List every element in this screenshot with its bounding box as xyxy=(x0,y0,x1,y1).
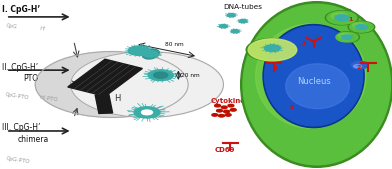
Text: III. CpG-H’: III. CpG-H’ xyxy=(2,123,40,132)
Ellipse shape xyxy=(286,64,349,109)
Circle shape xyxy=(128,46,150,55)
Text: PTO: PTO xyxy=(24,74,39,83)
Circle shape xyxy=(216,110,223,112)
Circle shape xyxy=(351,61,368,69)
Text: 5: 5 xyxy=(290,105,294,110)
Text: H’-PTO: H’-PTO xyxy=(39,95,58,103)
Circle shape xyxy=(231,30,239,33)
Text: H: H xyxy=(114,94,121,103)
Circle shape xyxy=(239,19,247,23)
Circle shape xyxy=(142,110,152,115)
Circle shape xyxy=(212,114,218,116)
Text: 80 nm: 80 nm xyxy=(165,42,184,47)
Circle shape xyxy=(218,115,224,117)
Text: 2: 2 xyxy=(356,65,361,70)
Circle shape xyxy=(148,70,173,81)
Ellipse shape xyxy=(256,24,366,128)
Circle shape xyxy=(348,21,375,33)
Ellipse shape xyxy=(248,39,297,61)
Circle shape xyxy=(221,106,227,109)
Circle shape xyxy=(352,23,365,29)
Bar xyxy=(95,94,113,113)
Circle shape xyxy=(230,109,236,111)
Bar xyxy=(68,59,142,96)
Text: 4: 4 xyxy=(274,66,279,71)
Text: Nucleus: Nucleus xyxy=(297,77,330,86)
Text: CpG: CpG xyxy=(6,23,18,29)
Text: H’: H’ xyxy=(39,26,46,32)
Circle shape xyxy=(71,52,223,117)
Circle shape xyxy=(354,65,361,68)
Circle shape xyxy=(227,14,235,17)
Circle shape xyxy=(356,25,367,29)
Circle shape xyxy=(335,15,348,21)
Circle shape xyxy=(223,110,229,113)
Circle shape xyxy=(339,33,350,38)
Text: CD69: CD69 xyxy=(215,147,235,153)
Circle shape xyxy=(327,11,357,24)
Circle shape xyxy=(215,104,220,107)
Circle shape xyxy=(154,72,168,78)
Text: chimera: chimera xyxy=(18,135,49,144)
Circle shape xyxy=(228,104,234,107)
Circle shape xyxy=(342,35,352,39)
Circle shape xyxy=(225,114,231,116)
Text: DNA-tubes: DNA-tubes xyxy=(223,4,262,10)
Circle shape xyxy=(265,45,280,52)
Circle shape xyxy=(144,51,158,57)
Circle shape xyxy=(334,32,359,43)
Circle shape xyxy=(35,52,188,117)
Circle shape xyxy=(350,22,373,32)
Text: 3: 3 xyxy=(301,41,306,46)
Text: 1: 1 xyxy=(348,17,353,22)
Text: CpG-PTO: CpG-PTO xyxy=(5,92,29,100)
Ellipse shape xyxy=(143,49,159,59)
Ellipse shape xyxy=(243,4,390,165)
Circle shape xyxy=(325,11,358,25)
Circle shape xyxy=(336,32,358,42)
Text: II. CpG-H’: II. CpG-H’ xyxy=(2,63,38,71)
Text: 20 nm: 20 nm xyxy=(181,73,200,78)
Text: CpG-PTO: CpG-PTO xyxy=(6,156,31,165)
Text: Cytokines: Cytokines xyxy=(211,98,250,104)
Ellipse shape xyxy=(241,2,392,167)
Circle shape xyxy=(220,25,227,28)
Circle shape xyxy=(331,13,348,20)
Ellipse shape xyxy=(265,26,363,126)
Circle shape xyxy=(134,107,160,118)
Text: I. CpG-H’: I. CpG-H’ xyxy=(2,5,40,14)
Circle shape xyxy=(246,39,299,61)
Ellipse shape xyxy=(263,25,364,128)
